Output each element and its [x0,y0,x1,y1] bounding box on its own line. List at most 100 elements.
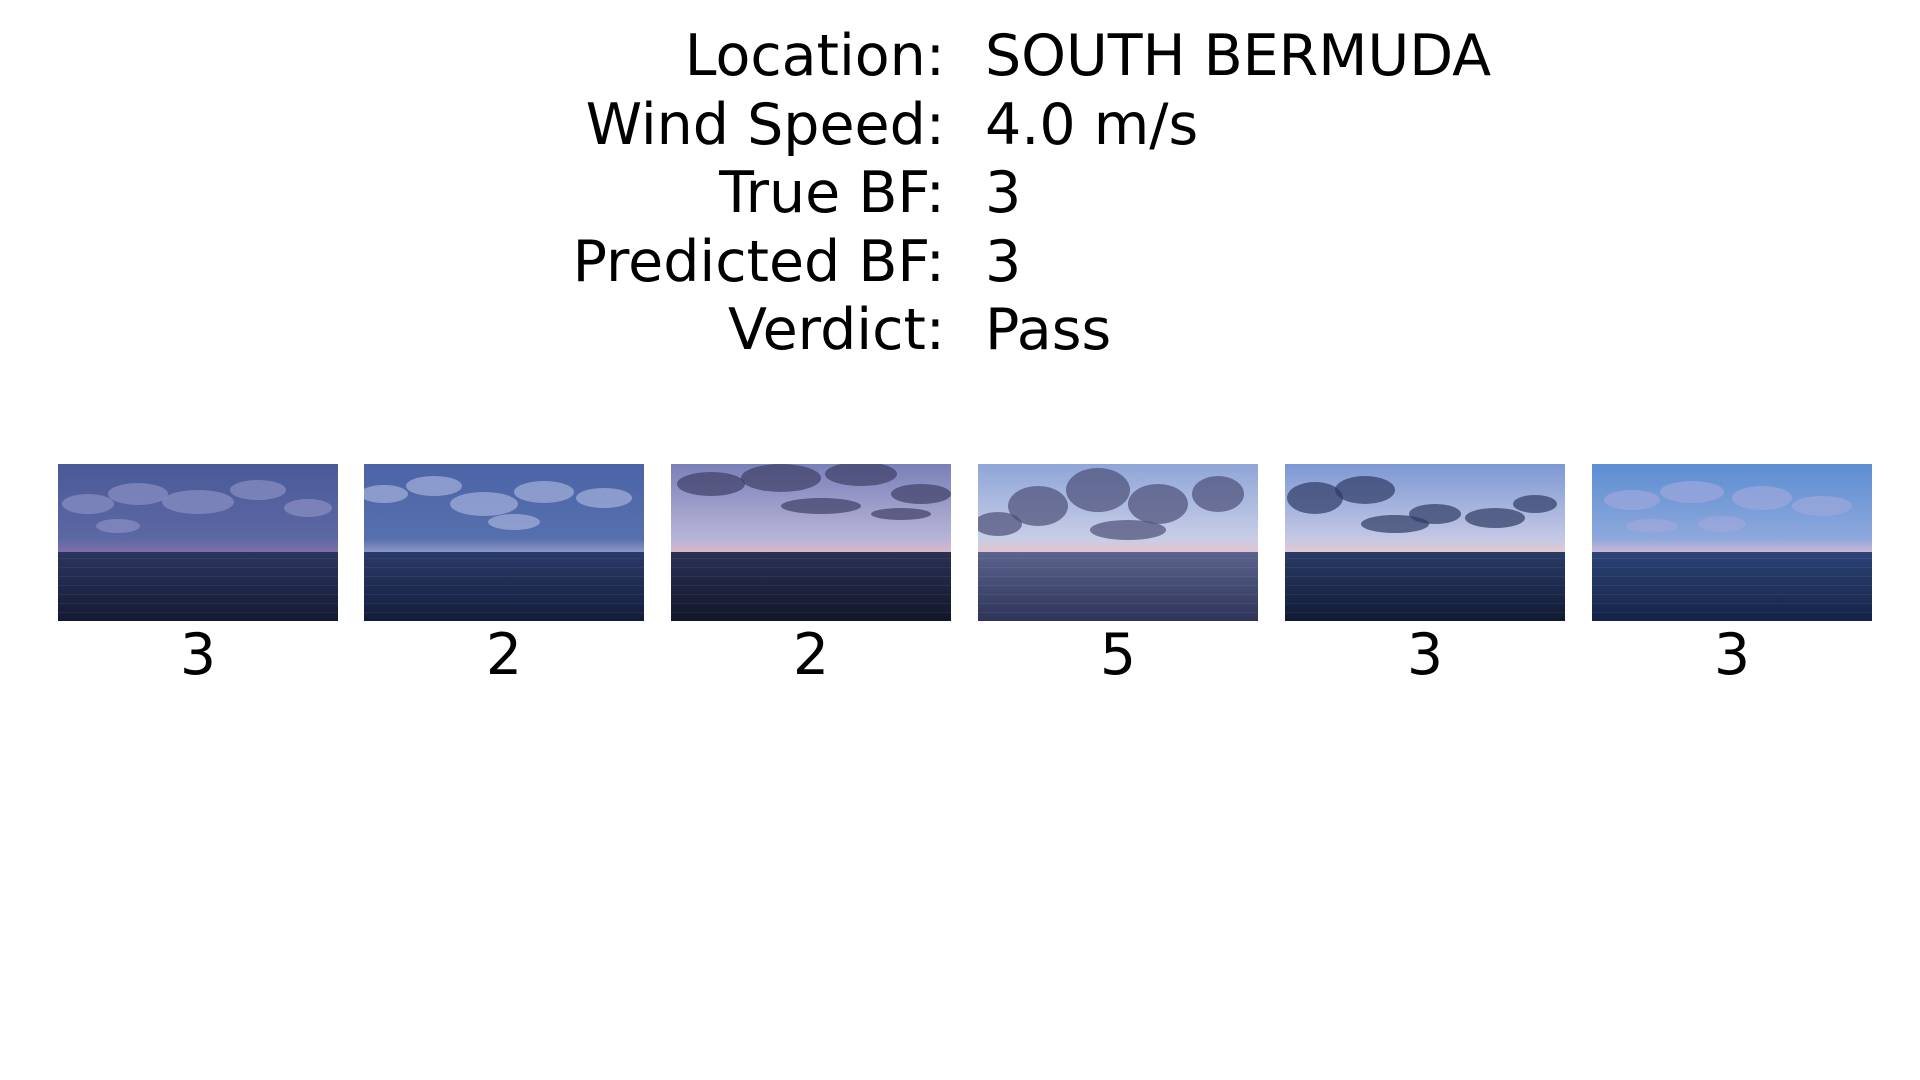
thumbnail-1: 3 [58,464,338,689]
seascape-image [1285,464,1565,621]
thumbnail-6: 3 [1592,464,1872,689]
thumbnail-bf-label: 5 [1099,622,1137,688]
wave [58,558,338,559]
cloud [108,483,168,505]
seascape-illustration [1285,464,1565,621]
cloud [1287,482,1343,514]
seascape-image [671,464,951,621]
wave [1285,576,1565,577]
cloud [781,498,861,514]
sea [364,552,644,621]
wave [58,585,338,586]
cloud [230,480,286,500]
sea [671,552,951,621]
cloud [488,514,540,530]
wave [1285,567,1565,568]
cloud [1128,484,1188,524]
info-panel: Location: SOUTH BERMUDA Wind Speed: 4.0 … [0,22,1920,365]
seascape-image [1592,464,1872,621]
wave [58,603,338,604]
predicted-bf-value: 3 [985,228,1022,295]
wave [58,594,338,595]
cloud [1792,496,1852,516]
seascape-illustration [978,464,1258,621]
info-row-wind-speed: Wind Speed: 4.0 m/s [0,91,1920,160]
seascape-illustration [364,464,644,621]
wave [364,612,644,613]
cloud [1732,486,1792,510]
cloud [1626,519,1678,533]
wind-speed-label: Wind Speed: [585,91,945,158]
wave [671,603,951,604]
wave [364,576,644,577]
wave [978,585,1258,586]
cloud [284,499,332,517]
wave [671,585,951,586]
wave [978,603,1258,604]
cloud [1513,495,1557,513]
cloud [62,494,114,514]
wave [1592,612,1872,613]
thumbnail-bf-label: 3 [1713,622,1751,688]
wave [1592,576,1872,577]
cloud [741,464,821,492]
predicted-bf-label: Predicted BF: [572,228,945,295]
location-value: SOUTH BERMUDA [985,23,1492,89]
true-bf-label: True BF: [719,160,945,226]
seascape-illustration [671,464,951,621]
thumbnail-3: 2 [671,464,951,689]
wave [1592,603,1872,604]
cloud [871,508,931,520]
wave [978,558,1258,559]
info-row-verdict: Verdict: Pass [0,296,1920,365]
wave [364,594,644,595]
cloud [576,488,632,508]
wave [1592,585,1872,586]
thumbnail-bf-label: 3 [1406,622,1444,688]
info-row-location: Location: SOUTH BERMUDA [0,22,1920,91]
cloud [514,481,574,503]
cloud [1361,515,1429,533]
cloud [825,464,897,486]
thumbnail-bf-label: 2 [485,622,523,688]
sea [1285,552,1565,621]
wave [671,612,951,613]
info-row-true-bf: True BF: 3 [0,159,1920,228]
wave [1285,612,1565,613]
location-label: Location: [684,23,945,89]
cloud [1066,468,1130,512]
wave [364,567,644,568]
wave [671,558,951,559]
wave [671,567,951,568]
seascape-image [978,464,1258,621]
seascape-image [58,464,338,621]
seascape-illustration [1592,464,1872,621]
cloud [364,485,408,503]
cloud [450,492,518,516]
thumbnail-strip: 3 2 2 5 3 3 [0,464,1920,694]
cloud [1604,490,1660,510]
cloud [891,484,951,504]
thumbnail-bf-label: 3 [179,622,217,688]
thumbnail-2: 2 [364,464,644,689]
cloud [978,512,1022,536]
cloud [1660,481,1724,503]
cloud [1698,516,1746,532]
cloud [162,490,234,514]
wind-speed-value: 4.0 m/s [985,91,1199,158]
wave [671,576,951,577]
wave [364,558,644,559]
verdict-value: Pass [985,297,1112,363]
sea [978,552,1258,621]
wave [1592,594,1872,595]
true-bf-value: 3 [985,160,1022,226]
wave [978,567,1258,568]
cloud [1090,520,1166,540]
wave [1285,585,1565,586]
wave [58,567,338,568]
sea [1592,552,1872,621]
thumbnail-5: 3 [1285,464,1565,689]
wave [1285,558,1565,559]
cloud [1465,508,1525,528]
cloud [677,472,745,496]
